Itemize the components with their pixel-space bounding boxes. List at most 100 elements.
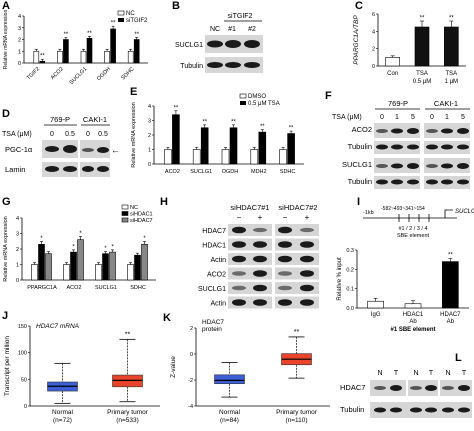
h-band [278, 226, 292, 234]
h-band [278, 241, 292, 248]
panel-i-label: I [357, 196, 361, 208]
i-element: SBE element [397, 233, 430, 239]
i-ytick: 0.3 [346, 248, 354, 254]
g-sig: * [111, 244, 114, 250]
d-arrow: ← [111, 145, 120, 155]
j-xtick: Primary tumor [107, 409, 149, 416]
i-bar-2 [404, 303, 422, 309]
a-ytick: 1 [18, 49, 21, 55]
g-legend-swatch-1 [121, 204, 129, 210]
e-ytick: 3 [148, 119, 151, 125]
h-row-label: Actin [210, 301, 226, 308]
h-band [253, 299, 267, 306]
g-bar-PPARGC1A-siHDAC7 [45, 253, 52, 281]
e-bar-SUCLG1-DMSO [192, 149, 201, 165]
g-bar-ACO2-NC [63, 264, 70, 281]
h-band [300, 241, 314, 248]
g-ytick: 2 [16, 247, 19, 253]
panel-d-label: D [2, 108, 10, 120]
a-xtick: SUCLG1 [69, 66, 89, 86]
e-legend-2: 0.5 μM TSA [248, 101, 280, 107]
g-legend-1: NC [130, 205, 138, 211]
panel-f-label: F [325, 90, 332, 102]
h-band [278, 299, 292, 306]
k-xtick: Primary tumor [276, 409, 318, 416]
a-sig: ** [111, 21, 116, 27]
h-band [232, 299, 246, 306]
svg-text:+: + [305, 213, 310, 222]
k-sig: ** [294, 329, 300, 336]
svg-text:−: − [237, 213, 242, 222]
h-row-label: ACO2 [207, 272, 226, 279]
h-band [232, 285, 246, 291]
f-row-1: ACO2 [352, 125, 372, 134]
i-ytick: 0.0 [346, 306, 354, 312]
h-band [278, 271, 292, 276]
e-xtick: ACO2 [165, 169, 180, 175]
g-bar-SUCLG1-NC [95, 264, 102, 281]
h-band [253, 241, 267, 248]
panel-c-chart: 0 2 4 6 PPARGC1A/TBP Con ** TSA 0.5 μM ** TSA 1 μM [353, 12, 466, 85]
j-ylabel: Transcript per million [4, 336, 11, 396]
g-sig: * [40, 236, 43, 242]
e-bar-ACO2-0.5-μM-TSA [172, 114, 180, 165]
k-xtick: Normal [219, 409, 241, 416]
a-xtick: TGIF2 [26, 66, 41, 81]
h-band [253, 270, 267, 277]
svg-text:siHDAC7#1: siHDAC7#1 [230, 203, 269, 212]
e-bar-OGDH-0.5-μM-TSA [229, 127, 238, 165]
a-xtick: ACO2 [50, 66, 65, 81]
g-ytick: 4 [16, 216, 19, 222]
k-ytick: 0 [190, 352, 193, 358]
e-xtick: OGDH [222, 169, 239, 175]
c-ytick: 2 [372, 47, 375, 53]
h-band [300, 270, 314, 277]
g-ytick: 0 [16, 278, 19, 284]
e-sig: ** [289, 126, 294, 132]
a-legend-swatch-1 [117, 10, 125, 16]
svg-text:0.5: 0.5 [65, 131, 75, 138]
e-bar-SDHC-0.5-μM-TSA [287, 133, 295, 165]
svg-text:769-P: 769-P [388, 99, 408, 108]
i-tss: -1kb [363, 210, 374, 216]
a-bar-OGDH-siTGIF2 [110, 28, 116, 64]
g-bar-SDHC-siHDAC7 [141, 244, 148, 281]
e-bar-SUCLG1-0.5-μM-TSA [200, 127, 209, 165]
k-box-1 [214, 374, 245, 385]
panel-d-blot: 769-P CAKI-1 TSA (μM) 0 0.5 0 0.5 PGC-1α… [2, 115, 120, 177]
f-row-4: Tubulin [348, 177, 372, 186]
panel-g-chart: 0 1 2 3 4 Relative mRNA expression * PPARGC1A * *… [3, 204, 156, 291]
i-xtick-2: Ab [409, 319, 417, 325]
j-ytick: 100 [18, 351, 27, 357]
c-bar-2 [414, 26, 430, 67]
g-bar-ACO2-siHDAC7 [77, 239, 84, 281]
g-xtick: SUCLG1 [95, 285, 117, 291]
i-xtick: HDAC7 [440, 312, 461, 318]
a-sig: ** [87, 31, 92, 37]
h-band [278, 255, 292, 263]
a-bar-SDHC-siTGIF2 [133, 39, 140, 64]
j-ytick: 50 [21, 377, 27, 383]
h-band [232, 255, 246, 263]
a-legend-swatch-2 [118, 18, 124, 22]
k-subtitle-2: protein [202, 326, 222, 333]
i-ytick: 0.1 [346, 287, 354, 293]
f-row-2: Tubulin [348, 142, 372, 151]
e-sig: ** [260, 124, 265, 130]
b-lane-3: #2 [248, 26, 256, 33]
c-ytick: 6 [372, 12, 375, 18]
j-n: (n=533) [116, 417, 139, 424]
l-lane: N [377, 370, 382, 377]
h-band [232, 271, 246, 276]
c-xtick: Con [387, 71, 398, 77]
e-bar-MDH2-DMSO [250, 149, 259, 165]
svg-text:5: 5 [411, 114, 415, 121]
g-ytick: 1 [16, 263, 19, 269]
h-band [253, 255, 267, 263]
g-bar-SDHC-siHDAC1 [134, 254, 141, 281]
a-bar-SUCLG1-NC [80, 50, 87, 64]
a-bar-ACO2-siTGIF2 [63, 39, 69, 64]
svg-text:siHDAC7#2: siHDAC7#2 [278, 203, 317, 212]
k-subtitle-1: HDAC7 [202, 319, 224, 326]
